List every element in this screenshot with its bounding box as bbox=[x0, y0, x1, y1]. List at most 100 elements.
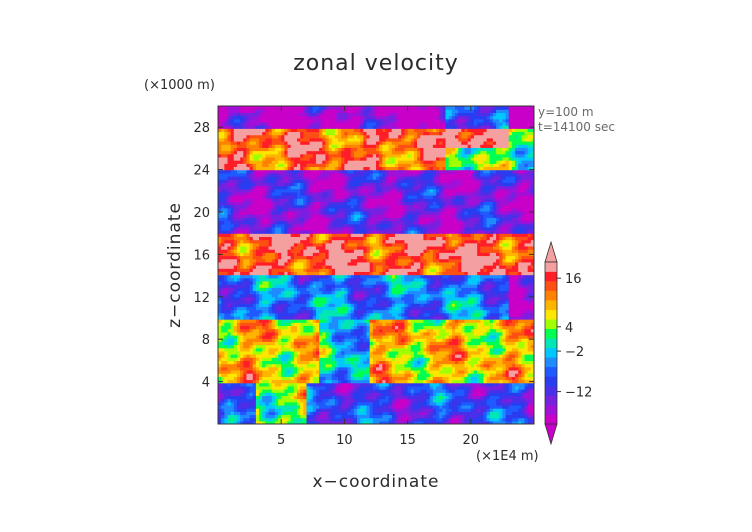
field-cell bbox=[530, 322, 534, 327]
field-cell bbox=[300, 379, 304, 384]
field-cell bbox=[455, 366, 459, 371]
field-cell bbox=[410, 389, 415, 393]
field-cell bbox=[224, 420, 229, 424]
field-cell bbox=[458, 408, 462, 412]
field-cell bbox=[432, 325, 437, 330]
field-cell bbox=[255, 369, 260, 374]
field-cell bbox=[281, 379, 285, 384]
field-cell bbox=[309, 404, 314, 409]
field-cell bbox=[518, 411, 522, 416]
field-cell bbox=[477, 312, 481, 317]
field-cell bbox=[439, 331, 443, 336]
field-cell bbox=[312, 414, 317, 419]
field-cell bbox=[297, 319, 301, 323]
field-cell bbox=[467, 411, 472, 416]
field-cell bbox=[429, 363, 434, 368]
field-cell bbox=[423, 404, 428, 409]
field-cell bbox=[240, 369, 244, 374]
field-cell bbox=[350, 338, 355, 342]
field-cell bbox=[262, 312, 266, 317]
field-cell bbox=[290, 322, 295, 327]
field-cell bbox=[502, 404, 507, 409]
field-cell bbox=[502, 322, 507, 327]
field-cell bbox=[391, 315, 396, 320]
field-cell bbox=[246, 408, 251, 412]
field-cell bbox=[369, 420, 374, 424]
field-cell bbox=[331, 312, 336, 317]
field-cell bbox=[278, 408, 282, 412]
field-cell bbox=[334, 312, 339, 317]
field-cell bbox=[376, 354, 380, 358]
field-cell bbox=[407, 376, 412, 381]
field-cell bbox=[505, 338, 510, 342]
field-cell bbox=[353, 417, 358, 422]
field-cell bbox=[306, 382, 311, 387]
field-cell bbox=[473, 395, 478, 400]
field-cell bbox=[218, 360, 222, 365]
field-cell bbox=[524, 319, 529, 323]
field-cell bbox=[271, 344, 276, 349]
field-cell bbox=[363, 350, 368, 355]
field-cell bbox=[455, 312, 459, 317]
field-cell bbox=[230, 347, 235, 352]
field-cell bbox=[290, 319, 295, 323]
field-cell bbox=[338, 411, 342, 416]
field-cell bbox=[230, 369, 235, 374]
field-cell bbox=[331, 366, 336, 371]
field-cell bbox=[455, 315, 459, 320]
field-cell bbox=[233, 404, 238, 409]
field-cell bbox=[221, 325, 225, 330]
field-cell bbox=[505, 379, 510, 384]
field-cell bbox=[221, 401, 225, 406]
field-cell bbox=[243, 357, 248, 361]
field-cell bbox=[278, 376, 282, 381]
field-cell bbox=[297, 376, 301, 381]
field-cell bbox=[243, 369, 248, 374]
field-cell bbox=[240, 312, 244, 317]
field-cell bbox=[350, 404, 355, 409]
field-cell bbox=[470, 341, 475, 346]
field-cell bbox=[278, 373, 282, 377]
field-cell bbox=[319, 404, 323, 409]
field-cell bbox=[347, 315, 352, 320]
field-cell bbox=[319, 363, 323, 368]
field-cell bbox=[420, 404, 424, 409]
field-cell bbox=[221, 331, 225, 336]
field-cell bbox=[363, 392, 368, 396]
field-cell bbox=[334, 341, 339, 346]
field-cell bbox=[319, 382, 323, 387]
field-cell bbox=[496, 389, 500, 393]
field-cell bbox=[470, 319, 475, 323]
field-cell bbox=[521, 382, 526, 387]
field-cell bbox=[382, 328, 387, 333]
field-cell bbox=[401, 420, 406, 424]
field-cell bbox=[417, 420, 421, 424]
field-cell bbox=[240, 350, 244, 355]
field-cell bbox=[530, 360, 534, 365]
field-cell bbox=[262, 331, 266, 336]
field-cell bbox=[309, 385, 314, 390]
field-cell bbox=[505, 411, 510, 416]
field-cell bbox=[394, 315, 399, 320]
field-cell bbox=[360, 369, 364, 374]
field-cell bbox=[496, 385, 500, 390]
field-cell bbox=[281, 401, 285, 406]
field-cell bbox=[281, 373, 285, 377]
field-cell bbox=[502, 334, 507, 339]
field-cell bbox=[398, 411, 402, 416]
field-cell bbox=[473, 360, 478, 365]
field-cell bbox=[236, 392, 241, 396]
field-cell bbox=[252, 411, 257, 416]
field-cell bbox=[252, 363, 257, 368]
field-cell bbox=[290, 373, 295, 377]
field-cell bbox=[496, 325, 500, 330]
field-cell bbox=[394, 350, 399, 355]
field-cell bbox=[230, 315, 235, 320]
field-cell bbox=[483, 411, 488, 416]
field-cell bbox=[489, 382, 494, 387]
field-cell bbox=[429, 315, 434, 320]
field-cell bbox=[436, 389, 440, 393]
field-cell bbox=[363, 382, 368, 387]
field-cell bbox=[366, 392, 371, 396]
field-cell bbox=[496, 411, 500, 416]
